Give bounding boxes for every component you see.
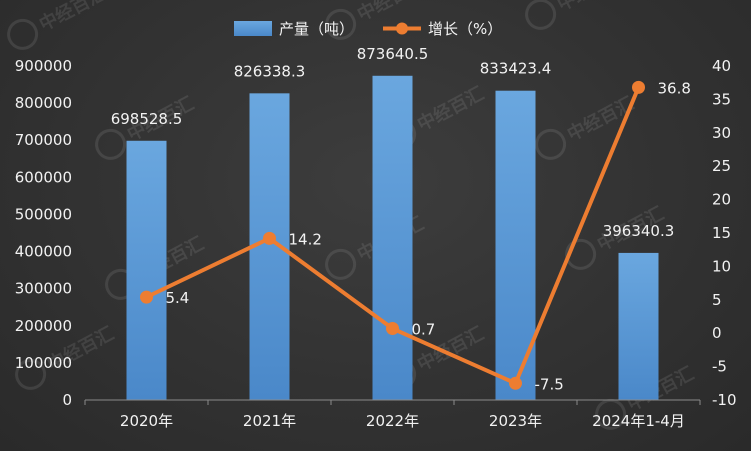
y-left-tick-label: 400000	[15, 243, 72, 261]
x-tick-label: 2023年	[489, 412, 542, 430]
growth-point-2021年	[263, 231, 276, 245]
y-left-tick-label: 800000	[15, 94, 72, 112]
y-right-tick-label: 30	[712, 124, 731, 142]
data-labels: 698528.5 826338.3 873640.5 833423.4 396340.3…	[111, 45, 691, 394]
growth-label-2023年: -7.5	[535, 375, 564, 393]
legend-label-bar: 产量（吨）	[279, 20, 354, 38]
y-right-tick-label: 40	[712, 57, 731, 75]
growth-point-2023年	[509, 376, 522, 390]
growth-label-2022年: 0.7	[412, 321, 436, 339]
bar-2024年1-4月	[618, 252, 659, 400]
growth-point-2020年	[140, 290, 153, 304]
watermark-text: 中经百汇	[414, 82, 488, 135]
watermark-layer: 中经百汇中经百汇中经百汇中经百汇中经百汇中经百汇中经百汇中经百汇中经百汇中经百汇…	[7, 0, 697, 430]
y-left-tick-label: 200000	[15, 317, 72, 335]
y-right-tick-label: 0	[712, 324, 722, 342]
x-tick-label: 2020年	[120, 412, 173, 430]
watermark-logo-circle	[325, 8, 357, 40]
growth-label-2021年: 14.2	[289, 230, 322, 248]
watermark-logo-circle	[525, 0, 557, 30]
growth-label-2024年1-4月: 36.8	[658, 79, 691, 97]
bar-label-2023年: 833423.4	[480, 60, 552, 78]
y-right-tick-label: 15	[712, 224, 731, 242]
legend: 产量（吨） 增长（%）	[234, 20, 502, 38]
watermark-logo-circle	[535, 128, 567, 160]
watermark-logo-circle	[7, 18, 39, 50]
y-left-tick-label: 600000	[15, 168, 72, 186]
legend-swatch-bar	[234, 21, 272, 36]
bar-2022年	[372, 75, 413, 401]
y-left-tick-label: 900000	[15, 57, 72, 75]
watermark-logo-circle	[325, 248, 357, 280]
y-left-tick-label: 300000	[15, 280, 72, 298]
y-right-tick-label: 25	[712, 157, 731, 175]
bar-label-2022年: 873640.5	[357, 45, 429, 63]
bar-label-2020年: 698528.5	[111, 110, 183, 128]
watermark-logo-circle	[15, 358, 47, 390]
watermark-text: 中经百汇	[36, 0, 110, 36]
watermark-2: 中经百汇	[525, 0, 628, 30]
legend-marker-line	[396, 22, 408, 35]
bar-label-2021年: 826338.3	[234, 62, 306, 80]
growth-label-2020年: 5.4	[166, 289, 190, 307]
y-right-tick-label: 35	[712, 90, 731, 108]
y-left-tick-label: 100000	[15, 354, 72, 372]
watermark-text: 中经百汇	[354, 0, 428, 26]
bar-2020年	[126, 140, 167, 400]
axes: 2020年 2021年 2022年 2023年 2024年1-4月01000002000…	[15, 57, 737, 430]
y-right-tick-label: -5	[712, 358, 727, 376]
watermark-logo-circle	[595, 398, 627, 430]
growth-point-2024年1-4月	[632, 80, 645, 94]
watermark-logo-circle	[95, 128, 127, 160]
y-left-tick-label: 500000	[15, 205, 72, 223]
line-series	[140, 80, 645, 390]
x-tick-label: 2021年	[243, 412, 296, 430]
growth-point-2022年	[386, 322, 399, 336]
watermark-0: 中经百汇	[7, 0, 110, 50]
y-right-tick-label: 10	[712, 257, 731, 275]
y-right-tick-label: 5	[712, 291, 722, 309]
x-tick-label: 2022年	[366, 412, 419, 430]
y-left-tick-label: 700000	[15, 131, 72, 149]
watermark-text: 中经百汇	[554, 0, 628, 16]
legend-label-line: 增长（%）	[428, 20, 502, 38]
x-tick-label: 2024年1-4月	[592, 412, 685, 430]
y-right-tick-label: -10	[712, 391, 737, 409]
bar-label-2024年1-4月: 396340.3	[603, 222, 675, 240]
y-right-tick-label: 20	[712, 191, 731, 209]
y-left-tick-label: 0	[62, 391, 72, 409]
